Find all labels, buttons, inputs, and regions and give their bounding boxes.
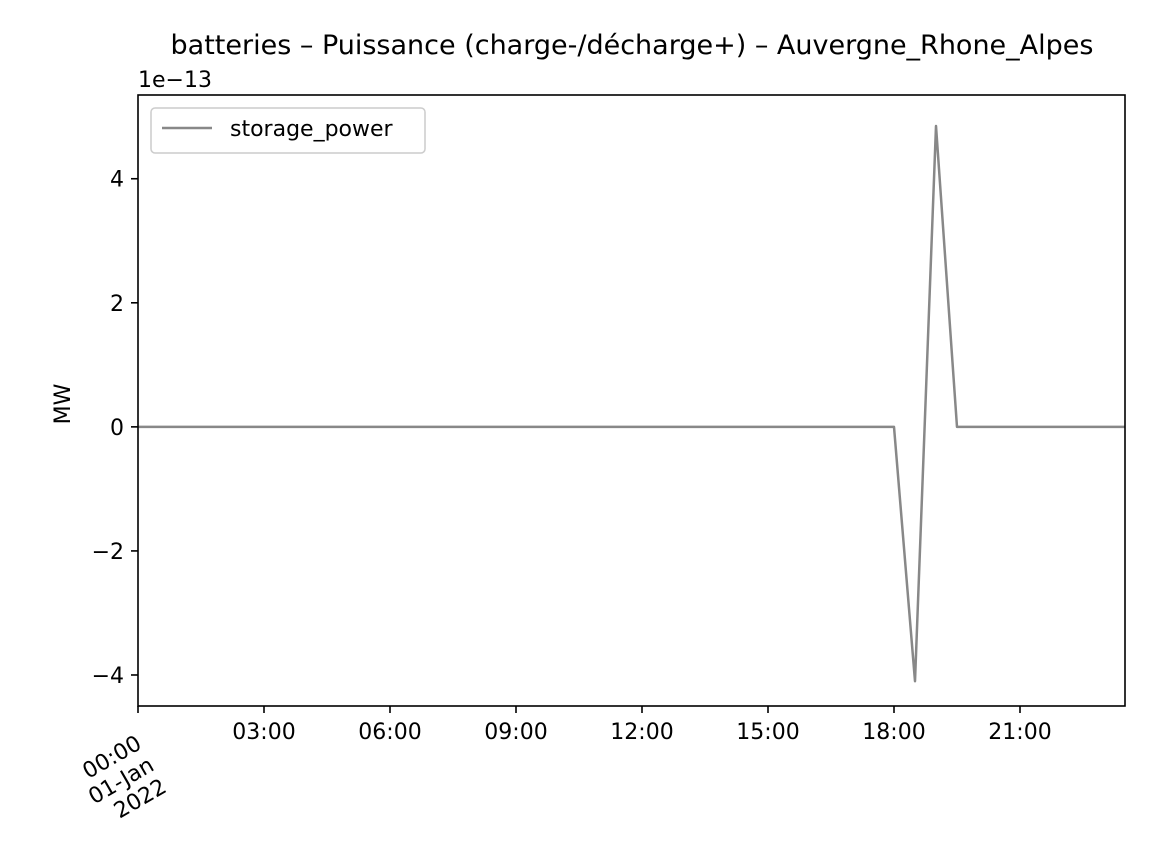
x-tick-label: 15:00	[736, 720, 799, 745]
plot-area	[137, 94, 1126, 707]
axes-frame	[137, 94, 1126, 707]
x-tick-label: 06:00	[358, 720, 421, 745]
x-tick-label: 03:00	[232, 720, 295, 745]
y-tick-label: −4	[92, 664, 124, 689]
x-tick-label: 18:00	[862, 720, 925, 745]
y-tick-label: 0	[110, 416, 124, 441]
legend-label-storage-power: storage_power	[230, 117, 394, 142]
y-tick-label: 2	[110, 292, 124, 317]
chart-title: batteries – Puissance (charge-/décharge+…	[171, 30, 1094, 61]
x-tick-label: 00:0001-Jan2022	[72, 731, 171, 831]
legend-box	[150, 107, 426, 154]
y-tick-label: −2	[92, 540, 124, 565]
x-tick-label: 09:00	[484, 720, 547, 745]
y-axis-offset-label: 1e−13	[138, 68, 212, 93]
series-line-storage-power	[138, 124, 1125, 683]
x-tick-label: 21:00	[988, 720, 1051, 745]
x-tick-label: 12:00	[610, 720, 673, 745]
legend: storage_power	[150, 107, 426, 154]
y-axis-ticks: −4 −2 0 2 4	[92, 168, 138, 689]
y-tick-label: 4	[110, 168, 124, 193]
y-axis-label: MW	[51, 383, 76, 424]
x-axis-ticks: 00:0001-Jan2022 03:00 06:00 09:00 12:00 15:00…	[72, 706, 1052, 831]
